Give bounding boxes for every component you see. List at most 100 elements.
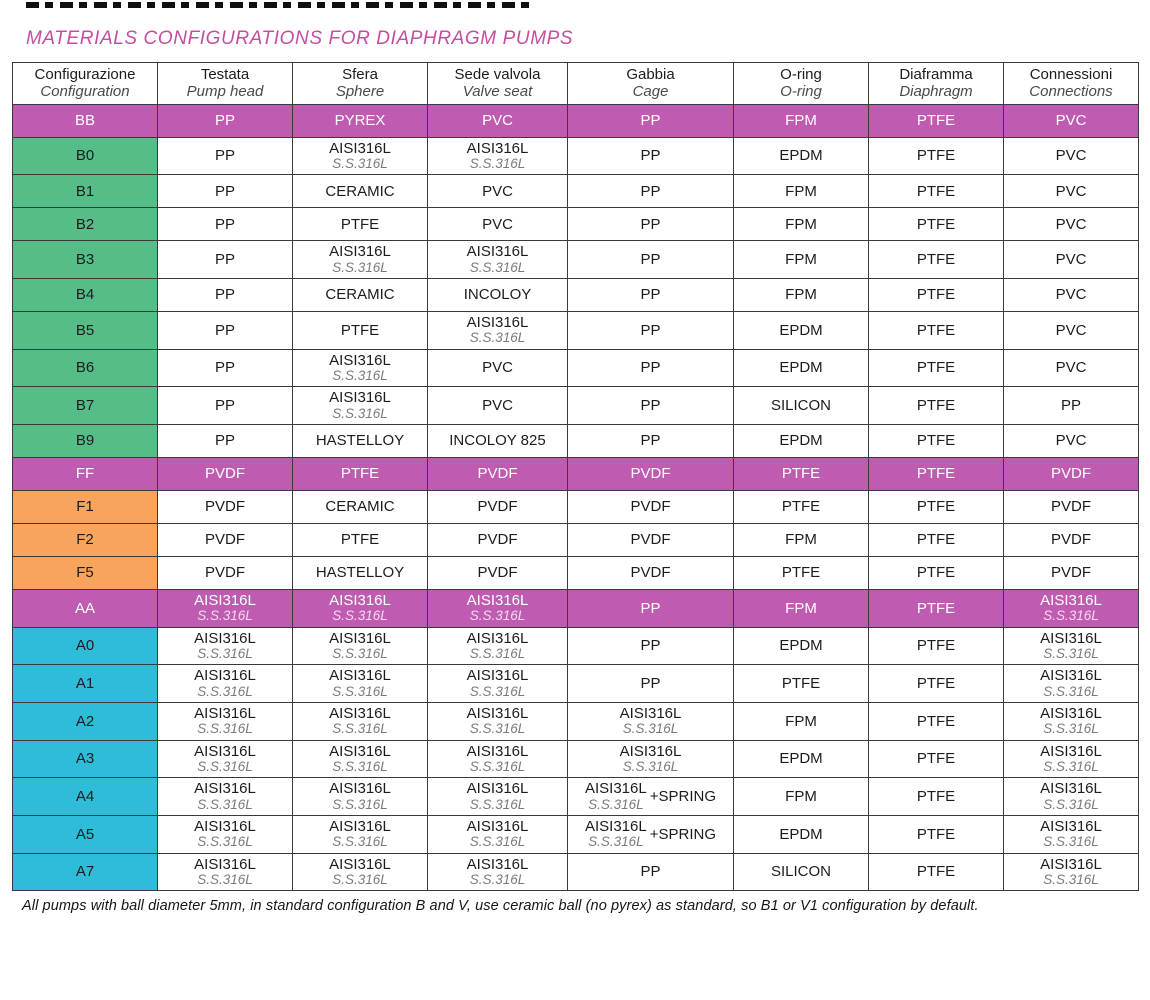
table-row: A3 AISI316L S.S.316L AISI316L S.S.316L AISI31…	[12, 739, 1139, 779]
material-cell: EPDM	[733, 626, 869, 666]
table-row: B4 PP CERAMIC INCOLOY PP FPM PTFE PVC	[12, 277, 1139, 312]
material-cell: SILICON	[733, 386, 869, 425]
material-cell: AISI316L S.S.316L	[292, 701, 428, 741]
material-cell: PP	[567, 136, 734, 176]
material-cell: AISI316L S.S.316L	[1003, 777, 1139, 816]
material-cell: PVDF	[567, 489, 734, 524]
material-cell: AISI316L S.S.316L	[427, 664, 568, 703]
material-cell: PTFE	[868, 207, 1004, 242]
material-cell: AISI316L S.S.316L	[292, 240, 428, 279]
table-row: A2 AISI316L S.S.316L AISI316L S.S.316L AISI31…	[12, 701, 1139, 741]
material-two-line: AISI316L S.S.316L	[1040, 667, 1102, 699]
material-two-line: AISI316L S.S.316L	[329, 243, 391, 275]
table-row: A7 AISI316L S.S.316L AISI316L S.S.316L AISI31…	[12, 852, 1139, 892]
material-cell: PVDF	[567, 456, 734, 491]
material-cell: PP	[567, 386, 734, 425]
material-cell: AISI316L S.S.316L	[292, 386, 428, 425]
material-cell: PTFE	[868, 136, 1004, 176]
material-cell: EPDM	[733, 136, 869, 176]
material-cell: PP	[567, 207, 734, 242]
material-cell: AISI316L S.S.316L	[292, 814, 428, 854]
material-cell: PVDF	[1003, 555, 1139, 590]
material-two-line: AISI316L S.S.316L	[1040, 591, 1102, 624]
material-cell: PVC	[1003, 103, 1139, 138]
table-row: A4 AISI316L S.S.316L AISI316L S.S.316L AISI31…	[12, 777, 1139, 816]
material-cell: PTFE	[868, 310, 1004, 350]
material-cell: AISI316L S.S.316L	[292, 852, 428, 892]
material-cell: PVDF	[157, 555, 293, 590]
table-row: F5 PVDF HASTELLOY PVDF PVDF PTFE PTFE PVDF	[12, 555, 1139, 590]
material-cell: AISI316L S.S.316L	[427, 588, 568, 628]
material-cell: AISI316L S.S.316L	[1003, 664, 1139, 703]
material-cell: AISI316L S.S.316L	[1003, 814, 1139, 854]
material-cell: AISI316L S.S.316L +SPRING	[567, 814, 734, 854]
table-row: FF PVDF PTFE PVDF PVDF PTFE PTFE PVDF	[12, 456, 1139, 491]
material-two-line: AISI316L S.S.316L	[1040, 855, 1102, 888]
column-header: Testata Pump head	[157, 62, 293, 105]
config-code-cell: B2	[12, 207, 158, 242]
config-code-cell: F5	[12, 555, 158, 590]
material-cell: AISI316L S.S.316L	[157, 664, 293, 703]
material-cell: AISI316L S.S.316L	[292, 588, 428, 628]
material-two-line: AISI316L S.S.316L	[194, 742, 256, 775]
material-cell: FPM	[733, 701, 869, 741]
material-two-line: AISI316L S.S.316L	[194, 667, 256, 699]
material-cell: PVC	[1003, 240, 1139, 279]
material-two-line: AISI316L S.S.316L	[329, 667, 391, 699]
material-cell: AISI316L S.S.316L	[1003, 626, 1139, 666]
material-cell: PTFE	[868, 456, 1004, 491]
footnote: All pumps with ball diameter 5mm, in sta…	[22, 898, 979, 915]
material-cell: AISI316L S.S.316L	[1003, 588, 1139, 628]
table-row: B9 PP HASTELLOY INCOLOY 825 PP EPDM PTFE PVC	[12, 423, 1139, 458]
material-cell: CERAMIC	[292, 489, 428, 524]
page-title: MATERIALS CONFIGURATIONS FOR DIAPHRAGM P…	[26, 28, 574, 49]
materials-table: Configurazione Configuration Testata Pump h…	[12, 62, 1139, 892]
material-cell: FPM	[733, 522, 869, 557]
header-row: Configurazione Configuration Testata Pump h…	[12, 62, 1139, 105]
material-cell: PVC	[427, 103, 568, 138]
config-code-cell: F2	[12, 522, 158, 557]
material-cell: PP	[157, 348, 293, 388]
material-cell: FPM	[733, 777, 869, 816]
material-cell: PVDF	[1003, 489, 1139, 524]
material-cell: PP	[157, 240, 293, 279]
material-cell: PTFE	[292, 456, 428, 491]
material-cell: FPM	[733, 588, 869, 628]
material-cell: AISI316L S.S.316L	[427, 136, 568, 176]
material-cell: AISI316L S.S.316L	[292, 739, 428, 779]
material-two-line: AISI316L S.S.316L	[329, 855, 391, 888]
material-cell: PVDF	[157, 522, 293, 557]
column-header: Connessioni Connections	[1003, 62, 1139, 105]
material-cell: AISI316L S.S.316L	[157, 852, 293, 892]
material-two-line: AISI316L S.S.316L	[466, 591, 529, 624]
table-row: B5 PP PTFE AISI316L S.S.316L PP EPDM PTFE PVC	[12, 310, 1139, 350]
material-cell: PTFE	[868, 522, 1004, 557]
material-cell: PVDF	[427, 489, 568, 524]
material-two-line: AISI316L S.S.316L	[194, 591, 256, 624]
material-two-line: AISI316L S.S.316L	[466, 313, 529, 346]
config-code-cell: A3	[12, 739, 158, 779]
material-cell: PP	[157, 310, 293, 350]
material-cell: AISI316L S.S.316L	[427, 240, 568, 279]
material-cell: AISI316L S.S.316L	[427, 777, 568, 816]
material-cell: EPDM	[733, 423, 869, 458]
material-two-line: AISI316L S.S.316L	[1040, 780, 1102, 812]
column-header: Gabbia Cage	[567, 62, 734, 105]
material-cell: PTFE	[868, 555, 1004, 590]
material-cell: PTFE	[868, 277, 1004, 312]
material-cell: AISI316L S.S.316L	[427, 739, 568, 779]
spring-suffix: +SPRING	[649, 825, 716, 843]
material-cell: PVDF	[157, 456, 293, 491]
material-two-line: AISI316L S.S.316L	[329, 780, 391, 812]
material-cell: AISI316L S.S.316L	[157, 814, 293, 854]
material-cell: EPDM	[733, 310, 869, 350]
material-cell: PVDF	[427, 555, 568, 590]
material-cell: AISI316L S.S.316L	[157, 777, 293, 816]
material-cell: PVC	[1003, 136, 1139, 176]
material-two-line: AISI316L S.S.316L	[466, 742, 529, 775]
material-cell: PP	[567, 277, 734, 312]
material-cell: INCOLOY	[427, 277, 568, 312]
material-two-line: AISI316L S.S.316L	[466, 629, 529, 662]
material-cell: PTFE	[868, 174, 1004, 209]
material-cell: AISI316L S.S.316L	[567, 701, 734, 741]
